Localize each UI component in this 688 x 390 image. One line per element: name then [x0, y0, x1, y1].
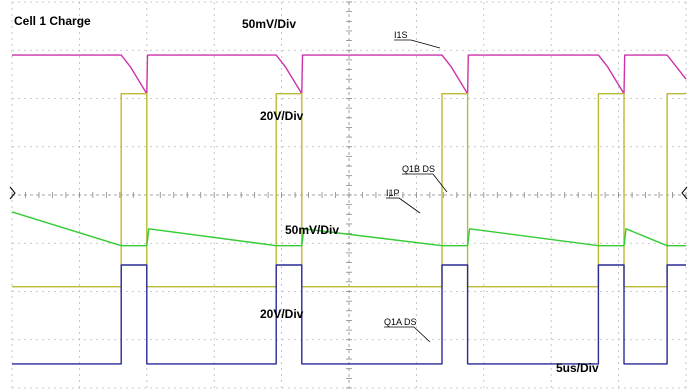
svg-text:I1P: I1P — [386, 188, 400, 198]
graticule — [11, 1, 687, 389]
trace-tag-i1p: I1P — [386, 188, 421, 214]
chart-title: Cell 1 Charge — [14, 14, 91, 28]
scale-label-i1p: 50mV/Div — [285, 223, 339, 237]
svg-text:Q1A DS: Q1A DS — [384, 317, 417, 327]
scale-label-i1s: 50mV/Div — [242, 17, 296, 31]
scale-label-q1b: 20V/Div — [260, 109, 304, 123]
trace-i1p — [11, 211, 686, 247]
svg-text:Q1B DS: Q1B DS — [402, 164, 435, 174]
trace-q1a-ds — [12, 264, 686, 365]
svg-text:I1S: I1S — [394, 30, 408, 40]
trace-tag-q1b-ds: Q1B DS — [402, 164, 448, 193]
trace-tag-q1a-ds: Q1A DS — [384, 317, 431, 343]
ground-marker-right — [681, 186, 688, 200]
traces — [11, 54, 687, 365]
trace-tag-i1s: I1S — [394, 30, 441, 49]
scale-label-q1a: 20V/Div — [260, 307, 304, 321]
ground-marker-left — [9, 186, 16, 200]
trace-i1s — [12, 54, 687, 95]
time-base-label: 5us/Div — [556, 361, 599, 375]
trace-q1b-ds — [12, 93, 686, 288]
